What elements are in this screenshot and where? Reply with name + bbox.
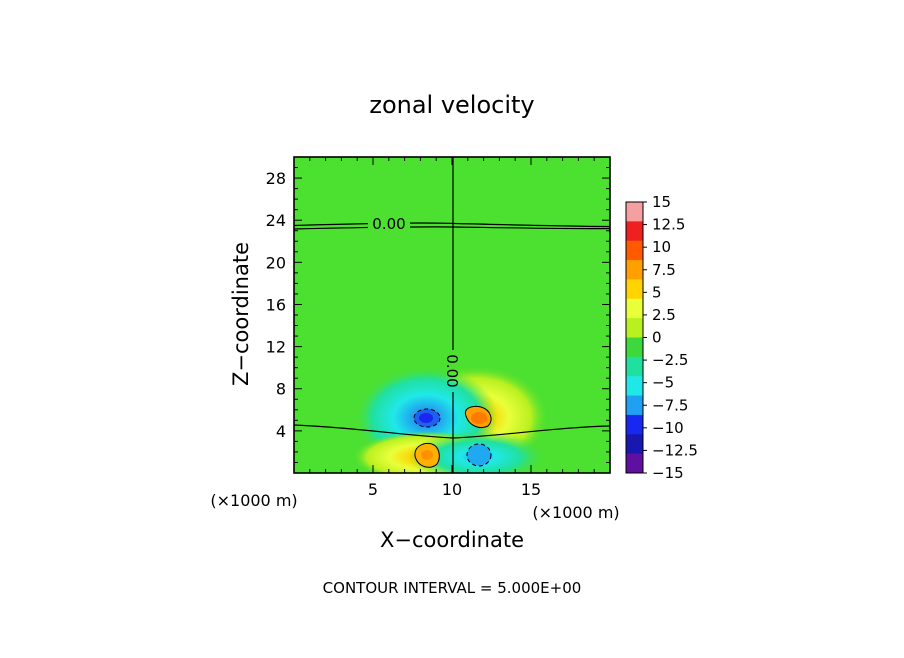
colorbar-swatch xyxy=(626,221,643,242)
colorbar-swatch xyxy=(626,240,643,261)
colorbar-label: 7.5 xyxy=(652,261,676,279)
colorbar-swatch xyxy=(626,202,643,222)
colorbar-label: 5 xyxy=(652,283,662,301)
colorbar-swatch xyxy=(626,279,643,300)
y-axis: 4 8 12 16 20 24 28 xyxy=(266,167,610,463)
y-tick-label: 12 xyxy=(266,338,286,357)
x-tick-label: 10 xyxy=(442,480,462,499)
colorbar-swatch xyxy=(626,298,643,319)
colorbar-swatch xyxy=(626,356,643,377)
colorbar-swatch xyxy=(626,414,643,435)
positive-contour-lower-inner xyxy=(421,450,433,460)
x-unit-right: (×1000 m) xyxy=(532,503,619,522)
y-tick-label: 28 xyxy=(266,169,286,188)
colorbar-swatch xyxy=(626,337,643,358)
zero-contour-lower xyxy=(294,424,610,439)
contour-label-vertical: 0.00 xyxy=(443,354,461,387)
x-axis-label: X−coordinate xyxy=(380,528,524,552)
colorbar-label: 15 xyxy=(652,193,671,211)
contour-label-bg-top xyxy=(368,216,410,230)
colorbar-swatch xyxy=(626,453,643,474)
x-unit-left: (×1000 m) xyxy=(210,491,297,510)
colorbar-label: −5 xyxy=(652,374,674,392)
colorbar-label: −12.5 xyxy=(652,441,698,459)
contour-label-top: 0.00 xyxy=(372,215,405,233)
chart-title: zonal velocity xyxy=(369,91,534,119)
colorbar-swatch xyxy=(626,434,643,455)
y-tick-label: 16 xyxy=(266,295,286,314)
colorbar-swatch xyxy=(626,318,643,338)
positive-contour-upper-inner xyxy=(471,412,487,424)
colorbar-label: −7.5 xyxy=(652,396,688,414)
y-tick-label: 8 xyxy=(276,380,286,399)
colorbar-label: 12.5 xyxy=(652,216,685,234)
colorbar-label: 10 xyxy=(652,238,671,256)
plot-area xyxy=(294,157,610,473)
y-tick-label: 20 xyxy=(266,253,286,272)
colorbar-swatch xyxy=(626,376,643,396)
y-axis-label: Z−coordinate xyxy=(229,242,253,386)
negative-contour-upper-inner xyxy=(419,413,433,423)
colorbar-label: −10 xyxy=(652,419,684,437)
y-tick-label: 4 xyxy=(276,422,286,441)
x-axis: 5 10 15 xyxy=(309,157,595,499)
colorbar-swatch xyxy=(626,395,643,416)
colorbar-swatch xyxy=(626,260,643,280)
x-tick-label: 5 xyxy=(368,480,378,499)
colorbar-label: −15 xyxy=(652,464,684,482)
x-tick-label: 15 xyxy=(521,480,541,499)
colorbar: 15 12.5 10 7.5 5 2.5 0 −2.5 −5 −7.5 −10 −12.5 −15 xyxy=(625,193,698,482)
colorbar-label: 0 xyxy=(652,329,662,347)
colorbar-label: 2.5 xyxy=(652,306,676,324)
y-tick-label: 24 xyxy=(266,211,286,230)
zero-contour-top-2 xyxy=(294,226,610,230)
contour-interval-note: CONTOUR INTERVAL = 5.000E+00 xyxy=(323,579,582,597)
colorbar-label: −2.5 xyxy=(652,351,688,369)
negative-contour-lower xyxy=(466,443,492,467)
zero-contour-top xyxy=(294,222,610,228)
